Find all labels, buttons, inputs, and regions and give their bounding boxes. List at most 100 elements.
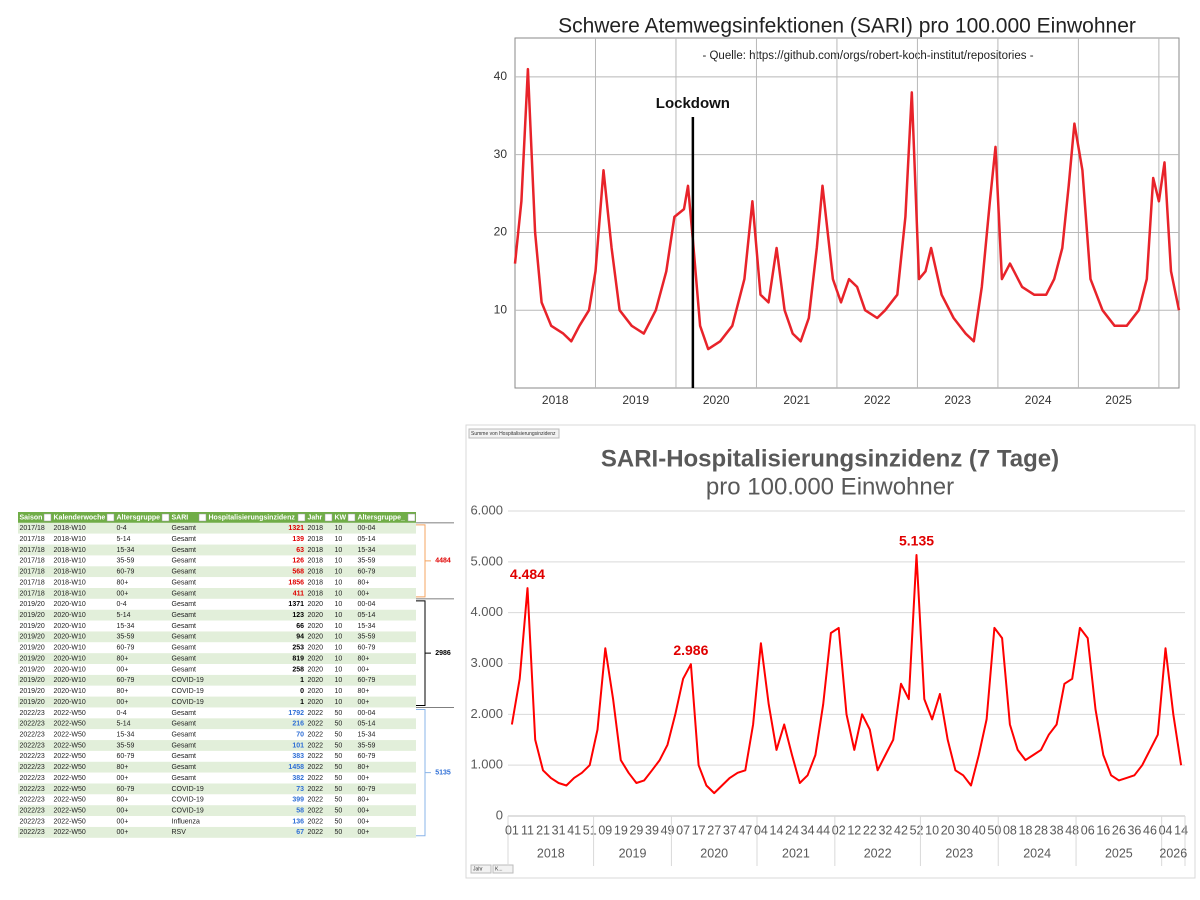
table-cell: 10 [335, 666, 343, 673]
table-cell: 2022 [308, 710, 324, 717]
x-tick-label: 26 [1112, 823, 1126, 837]
table-cell: 0-4 [117, 601, 127, 608]
table-cell: 2022-W50 [54, 753, 86, 760]
table-cell: 10 [335, 688, 343, 695]
table-cell: 2019/20 [20, 677, 45, 684]
chart-panel [465, 424, 1196, 879]
plot-area [514, 37, 1180, 389]
table-cell: COVID-19 [172, 699, 204, 706]
table-cell: 2022/23 [20, 775, 45, 782]
x-tick-label: 24 [785, 823, 799, 837]
table-cell: 2022/23 [20, 786, 45, 793]
table-cell: 60-79 [117, 645, 135, 652]
filter-dropdown[interactable] [161, 513, 170, 522]
table-cell: 50 [335, 742, 343, 749]
table-cell: 00+ [117, 666, 129, 673]
x-tick-label: 16 [1096, 823, 1110, 837]
table-row-bg [18, 729, 416, 741]
x-group-label: 2019 [619, 846, 647, 860]
x-tick-label: 2018 [542, 393, 569, 407]
filter-button[interactable]: Jahr [470, 864, 492, 874]
table-cell: Gesamt [172, 775, 197, 782]
filter-dropdown[interactable] [347, 513, 356, 522]
x-group-label: 2026 [1159, 846, 1187, 860]
table-cell: 2018-W10 [54, 547, 86, 554]
table-cell: 80+ [117, 579, 129, 586]
x-tick-label: 18 [1019, 823, 1033, 837]
x-tick-label: 04 [1159, 823, 1173, 837]
x-tick-label: 37 [723, 823, 737, 837]
data-line [510, 554, 1183, 795]
table-cell: 2022-W50 [54, 742, 86, 749]
filter-dropdown[interactable] [198, 513, 207, 522]
table-cell: 2022/23 [20, 829, 45, 836]
y-tick-label: 2.000 [470, 706, 503, 721]
table-cell: 1371 [288, 601, 304, 608]
table-cell: 35-59 [117, 558, 135, 565]
table-cell: 2022/23 [20, 721, 45, 728]
table-cell: 10 [335, 623, 343, 630]
table-cell: 2020-W10 [54, 645, 86, 652]
table-cell: Gesamt [172, 655, 197, 662]
table-row-bg [18, 783, 416, 795]
y-tick-label: 5.000 [470, 553, 503, 568]
table-cell: 15-34 [358, 623, 376, 630]
table-cell: Gesamt [172, 645, 197, 652]
filter-dropdown[interactable] [106, 513, 115, 522]
filter-button[interactable]: K... [492, 864, 514, 874]
table-row-bg [18, 544, 416, 556]
table-cell: 2019/20 [20, 623, 45, 630]
filter-dropdown[interactable] [324, 513, 333, 522]
table-row-bg [18, 685, 416, 697]
table-row-bg [18, 642, 416, 654]
table-cell: 2017/18 [20, 569, 45, 576]
x-tick-label: 2021 [783, 393, 810, 407]
table-cell: 50 [335, 818, 343, 825]
x-tick-label: 19 [614, 823, 628, 837]
x-tick-label: 07 [676, 823, 690, 837]
x-tick-label: 27 [707, 823, 721, 837]
table-cell: 60-79 [117, 569, 135, 576]
table-row-bg [18, 566, 416, 578]
table-cell: COVID-19 [172, 797, 204, 804]
table-cell: 2022/23 [20, 818, 45, 825]
x-tick-label: 38 [1050, 823, 1064, 837]
table-cell: 2020-W10 [54, 601, 86, 608]
table-cell: 2018-W10 [54, 569, 86, 576]
table-cell: 2022-W50 [54, 829, 86, 836]
table-cell: 60-79 [358, 786, 376, 793]
table-cell: Gesamt [172, 569, 197, 576]
data-label: 4.484 [510, 566, 545, 582]
table-cell: Gesamt [172, 721, 197, 728]
column-header: Jahr [308, 514, 323, 521]
table-cell: 80+ [358, 797, 370, 804]
column-header: Hospitalisierungsinzidenz [209, 514, 296, 521]
table-cell: 10 [335, 569, 343, 576]
filter-dropdown[interactable] [407, 513, 416, 522]
table-cell: 10 [335, 536, 343, 543]
x-tick-label: 14 [1174, 823, 1188, 837]
table-cell: 2020-W10 [54, 699, 86, 706]
table-cell: 2022/23 [20, 797, 45, 804]
table-cell: 2022-W50 [54, 710, 86, 717]
table-row-bg [18, 674, 416, 686]
field-button[interactable]: Summe von Hospitalisierungsinzidenz [468, 428, 560, 439]
table-row-bg [18, 750, 416, 762]
table-cell: 58 [296, 807, 304, 814]
data-line [513, 67, 1181, 351]
y-tick-label: 40 [494, 69, 508, 83]
table-cell: 00+ [117, 807, 129, 814]
table-cell: 0-4 [117, 525, 127, 532]
table-cell: 60-79 [117, 677, 135, 684]
table-cell: 258 [292, 666, 304, 673]
table-cell: 2022 [308, 775, 324, 782]
table-cell: 80+ [358, 764, 370, 771]
table-cell: 60-79 [358, 753, 376, 760]
x-tick-label: 2025 [1105, 393, 1132, 407]
filter-dropdown[interactable] [43, 513, 52, 522]
table-header-bg [18, 512, 416, 523]
table-row-bg [18, 805, 416, 817]
filter-dropdown[interactable] [297, 513, 306, 522]
x-group-label: 2023 [945, 846, 973, 860]
